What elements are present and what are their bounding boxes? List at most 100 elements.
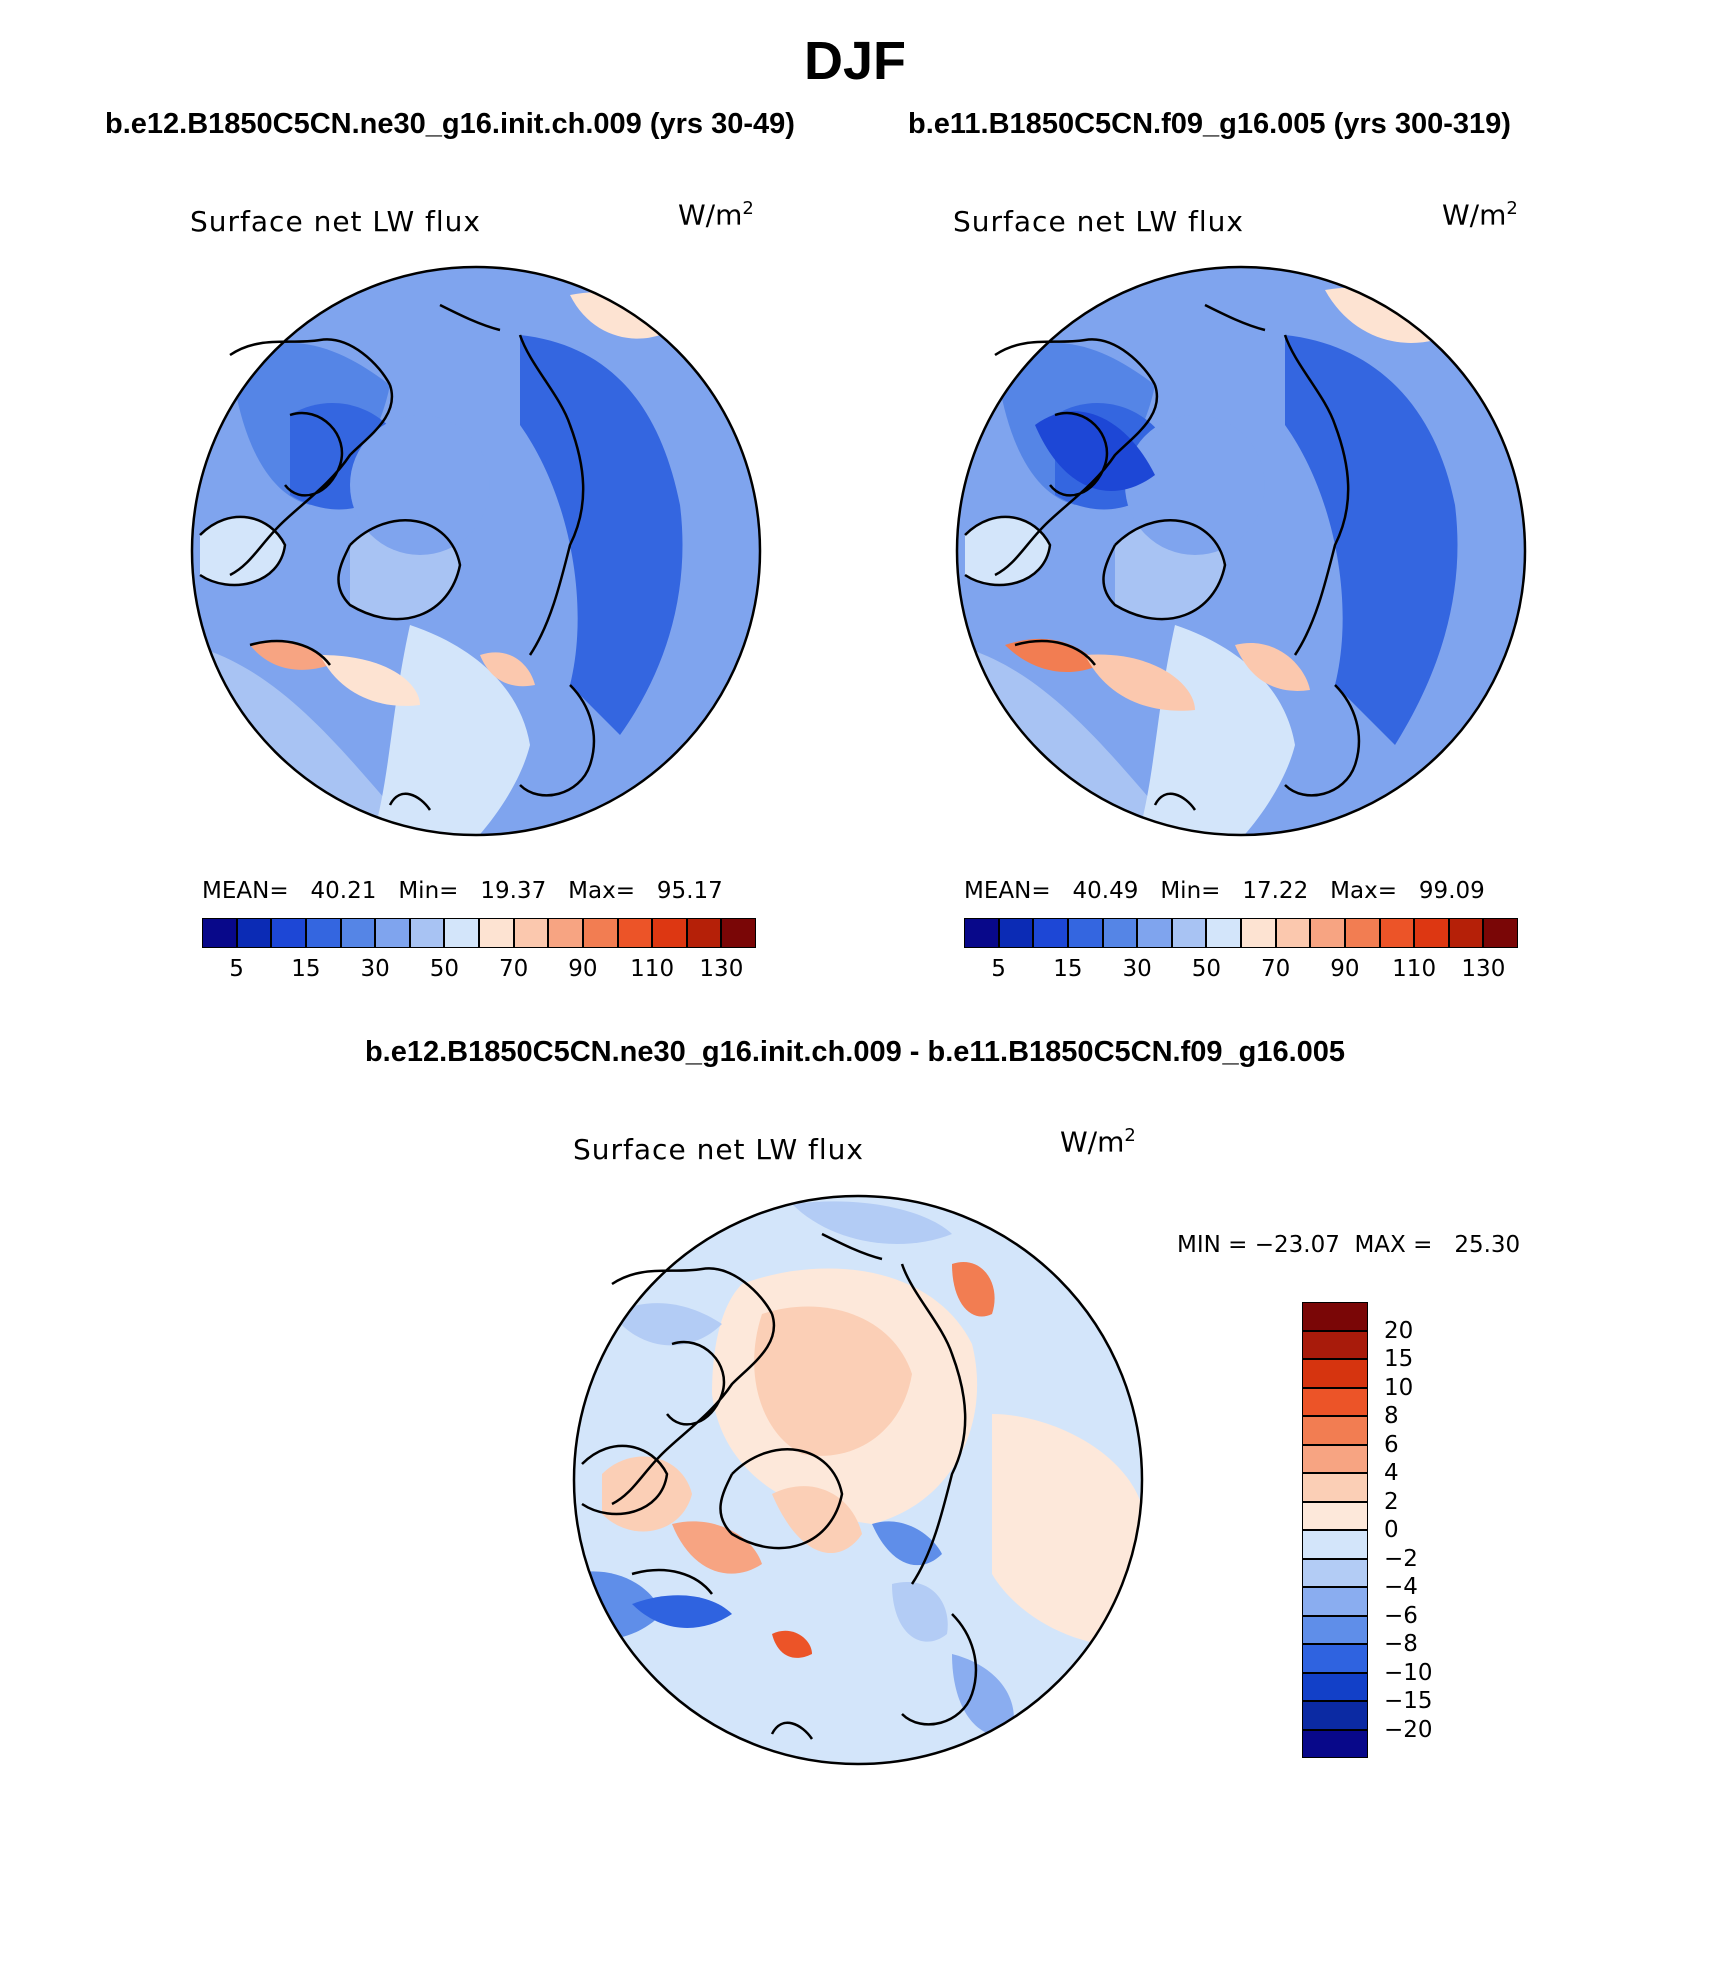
- right-case-title: b.e11.B1850C5CN.f09_g16.005 (yrs 300-319…: [908, 108, 1511, 140]
- right-colorbar-tick-label: 15: [1053, 956, 1083, 982]
- right-colorbar-box: [998, 918, 1034, 948]
- right-colorbar-box: [1033, 918, 1068, 948]
- diff-colorbar-box: [1302, 1501, 1368, 1530]
- right-colorbar-box: [1171, 918, 1207, 948]
- left-colorbar-tick-label: 70: [498, 956, 529, 982]
- diff-colorbar-box: [1302, 1672, 1368, 1701]
- left-colorbar-tick-label: 110: [630, 956, 675, 982]
- right-colorbar: [964, 918, 1518, 948]
- diff-colorbar-box: [1302, 1587, 1368, 1616]
- diff-colorbar-box: [1302, 1473, 1368, 1502]
- diff-colorbar-box: [1302, 1330, 1368, 1359]
- left-colorbar-tick-label: 5: [229, 956, 244, 982]
- diff-colorbar-box: [1302, 1444, 1368, 1473]
- diff-colorbar-box: [1302, 1729, 1368, 1758]
- right-colorbar-tick-label: 50: [1191, 956, 1222, 982]
- diff-colorbar-tick-label: −2: [1384, 1545, 1418, 1572]
- right-colorbar-box: [1344, 918, 1380, 948]
- diff-colorbar-tick-label: −20: [1384, 1716, 1433, 1743]
- diff-colorbar-tick-label: −10: [1384, 1659, 1433, 1686]
- diff-colorbar-box: [1302, 1701, 1368, 1730]
- left-colorbar-tick-label: 50: [429, 956, 460, 982]
- left-colorbar-box: [686, 918, 722, 948]
- right-colorbar-tick-label: 5: [991, 956, 1006, 982]
- right-stats: MEAN= 40.49 Min= 17.22 Max= 99.09: [964, 878, 1485, 904]
- left-colorbar: [202, 918, 756, 948]
- diff-colorbar-tick-label: 0: [1384, 1517, 1399, 1543]
- diff-colorbar: [1302, 1302, 1368, 1758]
- left-colorbar-box: [652, 918, 687, 948]
- left-colorbar-box: [479, 918, 514, 948]
- left-colorbar-box: [409, 918, 445, 948]
- right-colorbar-box: [1241, 918, 1276, 948]
- left-units: W/m2: [678, 198, 754, 232]
- left-colorbar-box: [202, 918, 237, 948]
- right-units: W/m2: [1442, 198, 1518, 232]
- difference-title: b.e12.B1850C5CN.ne30_g16.init.ch.009 - b…: [364, 1036, 1346, 1068]
- diff-colorbar-tick-label: −6: [1384, 1602, 1418, 1629]
- main-title: DJF: [803, 31, 906, 91]
- diff-colorbar-box: [1302, 1530, 1368, 1559]
- right-colorbar-box: [1448, 918, 1484, 948]
- diff-colorbar-box: [1302, 1387, 1368, 1416]
- diff-colorbar-box: [1302, 1416, 1368, 1445]
- right-colorbar-box: [1310, 918, 1345, 948]
- diff-colorbar-ticks: 20 15 10 8 6 4 2 0 −2 −4 −6 −8 −10 −15 −20: [1384, 1302, 1484, 1758]
- left-colorbar-tick-label: 90: [568, 956, 598, 982]
- left-colorbar-box: [375, 918, 410, 948]
- left-colorbar-tick-label: 130: [699, 956, 744, 982]
- diff-variable-label: Surface net LW flux: [573, 1133, 864, 1166]
- right-colorbar-box: [1275, 918, 1311, 948]
- diff-colorbar-box: [1302, 1359, 1368, 1388]
- right-variable-label: Surface net LW flux: [953, 205, 1244, 238]
- right-colorbar-box: [1102, 918, 1138, 948]
- diff-colorbar-box: [1302, 1644, 1368, 1673]
- right-colorbar-box: [1137, 918, 1172, 948]
- right-colorbar-box: [1067, 918, 1103, 948]
- diff-colorbar-tick-label: 10: [1384, 1374, 1414, 1401]
- right-colorbar-tick-label: 110: [1392, 956, 1437, 982]
- right-polar-map: [955, 265, 1527, 837]
- left-colorbar-box: [340, 918, 376, 948]
- right-colorbar-box: [1414, 918, 1449, 948]
- diff-colorbar-tick-label: −4: [1384, 1574, 1418, 1600]
- diff-colorbar-tick-label: −15: [1384, 1688, 1433, 1714]
- left-colorbar-ticks: 5 15 30 50 70 90 110 130: [202, 956, 756, 986]
- right-colorbar-tick-label: 130: [1461, 956, 1506, 982]
- right-colorbar-tick-label: 70: [1260, 956, 1291, 982]
- right-colorbar-box: [964, 918, 999, 948]
- left-colorbar-box: [444, 918, 479, 948]
- left-stats: MEAN= 40.21 Min= 19.37 Max= 95.17: [202, 878, 723, 904]
- left-variable-label: Surface net LW flux: [190, 205, 481, 238]
- diff-units: W/m2: [1060, 1125, 1136, 1159]
- left-colorbar-box: [305, 918, 341, 948]
- diff-colorbar-tick-label: 8: [1384, 1403, 1399, 1429]
- right-colorbar-ticks: 5 15 30 50 70 90 110 130: [964, 956, 1518, 986]
- left-colorbar-box: [721, 918, 756, 948]
- right-colorbar-box: [1483, 918, 1518, 948]
- right-colorbar-box: [1206, 918, 1241, 948]
- diff-colorbar-tick-label: 6: [1384, 1431, 1399, 1458]
- left-colorbar-tick-label: 30: [360, 956, 390, 982]
- left-colorbar-box: [513, 918, 549, 948]
- diff-colorbar-box: [1302, 1558, 1368, 1587]
- diff-colorbar-tick-label: 20: [1384, 1317, 1414, 1344]
- left-colorbar-box: [582, 918, 618, 948]
- diff-minmax: MIN = −23.07 MAX = 25.30: [1177, 1232, 1521, 1258]
- diff-colorbar-tick-label: 2: [1384, 1488, 1399, 1515]
- left-case-title: b.e12.B1850C5CN.ne30_g16.init.ch.009 (yr…: [105, 108, 795, 140]
- left-colorbar-box: [271, 918, 306, 948]
- right-colorbar-tick-label: 90: [1330, 956, 1360, 982]
- left-colorbar-box: [548, 918, 583, 948]
- diff-colorbar-tick-label: −8: [1384, 1631, 1418, 1657]
- right-colorbar-box: [1379, 918, 1415, 948]
- left-colorbar-box: [236, 918, 272, 948]
- diff-polar-map: [572, 1194, 1144, 1766]
- left-colorbar-box: [617, 918, 653, 948]
- diff-colorbar-tick-label: 4: [1384, 1460, 1399, 1486]
- left-colorbar-tick-label: 15: [291, 956, 321, 982]
- diff-colorbar-box: [1302, 1615, 1368, 1644]
- left-polar-map: [190, 265, 762, 837]
- right-colorbar-tick-label: 30: [1122, 956, 1152, 982]
- diff-colorbar-tick-label: 15: [1384, 1346, 1414, 1372]
